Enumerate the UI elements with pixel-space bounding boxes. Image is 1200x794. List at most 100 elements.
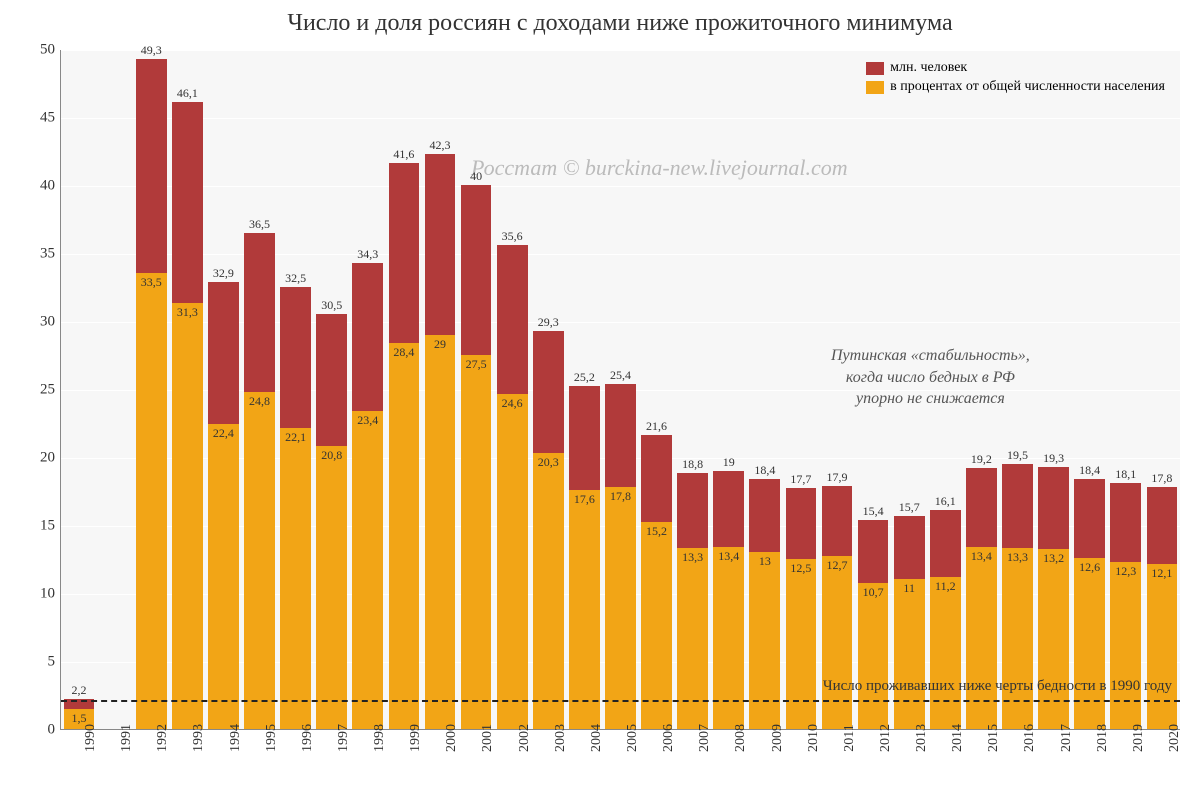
- bar-red: 18,8: [677, 473, 708, 548]
- bar-value-label: 19,2: [971, 452, 992, 467]
- x-tick-label: 2020: [1167, 724, 1183, 752]
- bar-value-label: 12,3: [1115, 564, 1136, 579]
- bar-orange: 33,5: [136, 273, 167, 729]
- bar-value-label: 25,2: [574, 370, 595, 385]
- bar-orange: 22,4: [208, 424, 239, 729]
- x-tick-label: 2017: [1059, 724, 1075, 752]
- bar-value-label: 30,5: [321, 298, 342, 313]
- bar-value-label: 35,6: [502, 229, 523, 244]
- bar-value-label: 25,4: [610, 368, 631, 383]
- bar-value-label: 19,3: [1043, 451, 1064, 466]
- bar-group: 49,333,5: [136, 50, 167, 729]
- bar-value-label: 40: [470, 169, 482, 184]
- y-tick-label: 35: [25, 246, 55, 263]
- bar-red: 15,4: [858, 520, 889, 584]
- x-tick-label: 2014: [950, 724, 966, 752]
- y-tick-label: 20: [25, 450, 55, 467]
- bar-group: 15,410,7: [858, 50, 889, 729]
- bar-value-label: 12,6: [1079, 560, 1100, 575]
- bar-value-label: 32,5: [285, 271, 306, 286]
- bar-value-label: 13: [759, 554, 771, 569]
- bar-red: 40: [461, 185, 492, 355]
- bar-red: 29,3: [533, 331, 564, 453]
- bar-orange: 17,8: [605, 487, 636, 729]
- bar-value-label: 24,8: [249, 394, 270, 409]
- bar-group: 41,628,4: [389, 50, 420, 729]
- x-tick-label: 1991: [119, 724, 135, 752]
- bar-red: 46,1: [172, 102, 203, 303]
- baseline-dashed: [61, 700, 1180, 702]
- bar-orange: 24,8: [244, 392, 275, 729]
- bar-value-label: 13,2: [1043, 551, 1064, 566]
- bar-value-label: 29,3: [538, 315, 559, 330]
- x-tick-label: 2013: [914, 724, 930, 752]
- bar-value-label: 13,4: [718, 549, 739, 564]
- bar-red: 18,1: [1110, 483, 1141, 562]
- bar-group: 42,3 29: [425, 50, 456, 729]
- x-tick-label: 2016: [1022, 724, 1038, 752]
- y-tick-label: 30: [25, 314, 55, 331]
- bar-value-label: 15,2: [646, 524, 667, 539]
- bar-orange: 31,3: [172, 303, 203, 729]
- bar-orange: 29: [425, 335, 456, 729]
- bar-value-label: 18,4: [754, 463, 775, 478]
- bar-value-label: 22,1: [285, 430, 306, 445]
- bar-value-label: 16,1: [935, 494, 956, 509]
- bar-red: 19,5: [1002, 464, 1033, 548]
- bar-group: 19,513,3: [1002, 50, 1033, 729]
- bar-red: 19,3: [1038, 467, 1069, 550]
- bar-value-label: 21,6: [646, 419, 667, 434]
- bar-orange: 17,6: [569, 490, 600, 729]
- x-tick-label: 2001: [480, 724, 496, 752]
- bar-red: 19: [713, 471, 744, 547]
- bar-orange: 27,5: [461, 355, 492, 729]
- bar-group: 36,524,8: [244, 50, 275, 729]
- bar-value-label: 42,3: [429, 138, 450, 153]
- chart-container: Число и доля россиян с доходами ниже про…: [50, 10, 1190, 785]
- bar-group: 29,320,3: [533, 50, 564, 729]
- bar-orange: 13: [749, 552, 780, 729]
- bar-orange: 11,2: [930, 577, 961, 729]
- bar-orange: 22,1: [280, 428, 311, 729]
- bar-value-label: 32,9: [213, 266, 234, 281]
- x-tick-label: 1995: [264, 724, 280, 752]
- bar-group: 17,912,7: [822, 50, 853, 729]
- bar-value-label: 19,5: [1007, 448, 1028, 463]
- bar-red: 25,4: [605, 384, 636, 487]
- x-tick-label: 2000: [444, 724, 460, 752]
- x-tick-label: 2018: [1095, 724, 1111, 752]
- bar-red: 18,4: [749, 479, 780, 552]
- bar-group: 19 13,4: [713, 50, 744, 729]
- x-tick-label: 1994: [228, 724, 244, 752]
- bar-red: 32,9: [208, 282, 239, 425]
- x-tick-label: 2019: [1131, 724, 1147, 752]
- bar-orange: 11: [894, 579, 925, 729]
- bar-red: 16,1: [930, 510, 961, 577]
- bar-value-label: 12,5: [790, 561, 811, 576]
- chart-title: Число и доля россиян с доходами ниже про…: [50, 10, 1190, 37]
- bar-group: 19,213,4: [966, 50, 997, 729]
- bar-orange: 20,3: [533, 453, 564, 729]
- bar-value-label: 33,5: [141, 275, 162, 290]
- bar-orange: 24,6: [497, 394, 528, 729]
- y-tick-label: 45: [25, 110, 55, 127]
- bar-red: 30,5: [316, 314, 347, 446]
- x-tick-label: 1999: [408, 724, 424, 752]
- bar-value-label: 22,4: [213, 426, 234, 441]
- bar-group: 19,313,2: [1038, 50, 1069, 729]
- bar-red: 21,6: [641, 435, 672, 522]
- bar-group: 16,1 11,2: [930, 50, 961, 729]
- bar-group: 4027,5: [461, 50, 492, 729]
- bar-group: [100, 50, 131, 729]
- bar-red: 25,2: [569, 386, 600, 489]
- bar-group: 17,712,5: [786, 50, 817, 729]
- bar-value-label: 23,4: [357, 413, 378, 428]
- bar-value-label: 11,2: [935, 579, 956, 594]
- bar-red: 32,5: [280, 287, 311, 428]
- bar-red: 17,8: [1147, 487, 1178, 565]
- bar-group: 46,131,3: [172, 50, 203, 729]
- bar-value-label: 18,4: [1079, 463, 1100, 478]
- y-tick-label: 40: [25, 178, 55, 195]
- x-tick-label: 2004: [589, 724, 605, 752]
- bar-value-label: 10,7: [863, 585, 884, 600]
